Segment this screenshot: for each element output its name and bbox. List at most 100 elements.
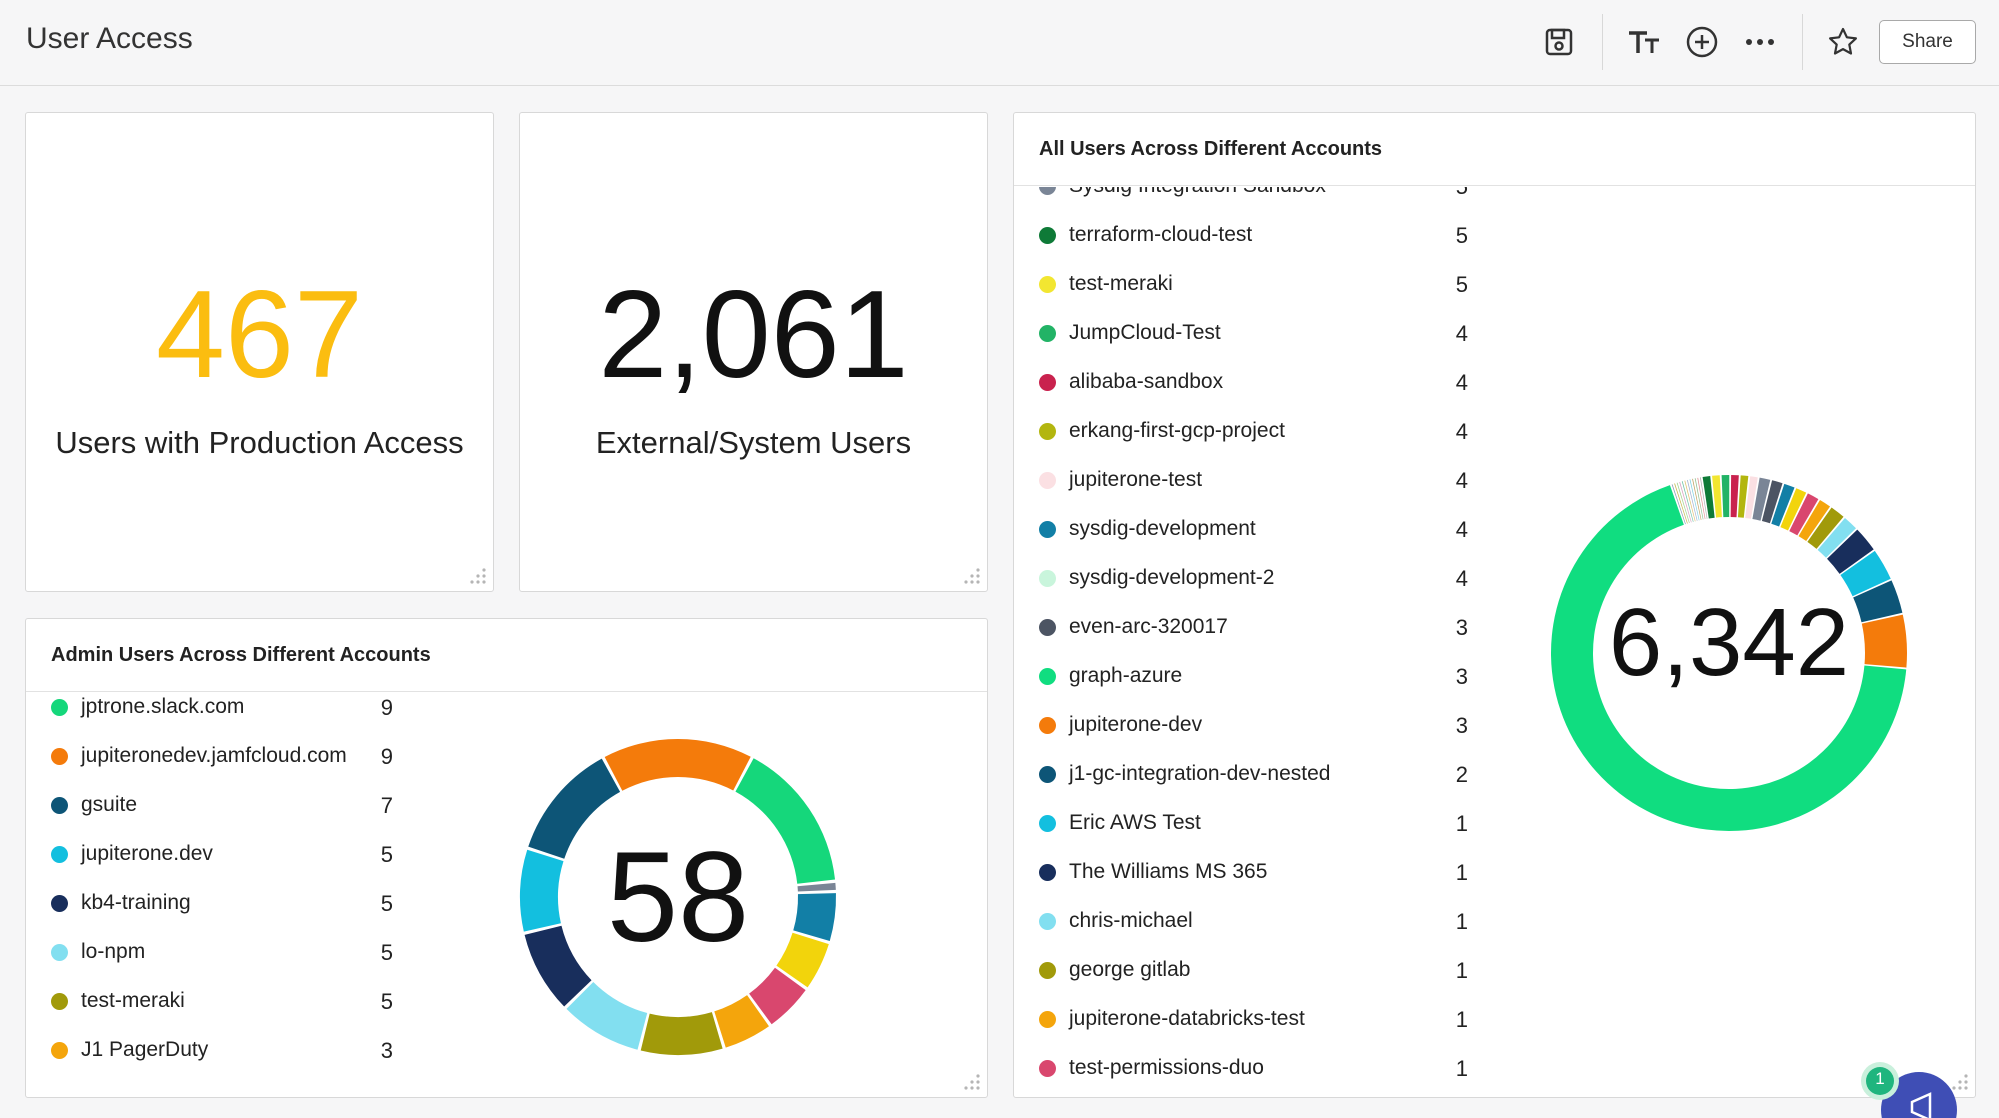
legend-item[interactable]: Sysdig Integration Sandbox 5 [1014,187,1474,202]
legend-value: 5 [380,989,393,1014]
donut-segment[interactable] [749,967,806,1025]
donut-segment[interactable] [1681,481,1694,522]
legend-item[interactable]: jupiterone-databricks-test 1 [1014,1005,1474,1035]
legend-item[interactable]: test-permissions-duo 1 [1014,1054,1474,1084]
donut-segment[interactable] [1853,580,1903,623]
donut-segment[interactable] [640,1012,723,1055]
donut-segment[interactable] [797,882,836,892]
external-users-label: External/System Users [595,425,912,460]
production-access-value: 467 [156,266,363,404]
admin-total: 58 [606,826,750,969]
admin-users-card: Admin Users Across Different Accounts jp… [25,618,988,1098]
donut-segment[interactable] [1702,475,1715,519]
donut-segment[interactable] [793,893,836,941]
text-size-icon[interactable] [1622,20,1666,64]
save-icon[interactable] [1537,20,1581,64]
donut-segment[interactable] [1684,480,1696,522]
legend-item[interactable]: erkang-first-gcp-project 4 [1014,417,1474,447]
donut-segment[interactable] [1745,476,1758,519]
legend-item[interactable]: chris-michael 1 [1014,907,1474,937]
donut-segment[interactable] [1671,484,1686,525]
donut-segment[interactable] [1737,475,1749,518]
donut-segment[interactable] [1694,478,1704,520]
donut-segment[interactable] [528,758,621,859]
all-legend[interactable]: Sysdig Integration Sandbox5 terraform-clo… [1014,187,1474,1097]
legend-name: sysdig-development-2 [1069,566,1275,589]
donut-segment[interactable] [566,982,648,1050]
legend-item[interactable]: jupiterone-test 4 [1014,466,1474,496]
donut-segment[interactable] [776,932,829,988]
legend-item[interactable]: jupiterone-dev 3 [1014,711,1474,741]
donut-segment[interactable] [1721,475,1730,518]
donut-segment[interactable] [1689,479,1700,521]
legend-item[interactable]: kb4-training 5 [26,889,446,919]
donut-segment[interactable] [714,995,769,1048]
donut-segment[interactable] [604,739,751,791]
legend-item[interactable]: gsuite 7 [26,791,446,821]
add-circle-icon[interactable] [1680,20,1724,64]
donut-segment[interactable] [1840,550,1891,597]
donut-segment[interactable] [1679,481,1692,523]
resize-handle-icon[interactable] [1951,1073,1969,1091]
donut-segment[interactable] [1697,477,1706,520]
legend-item[interactable]: terraform-cloud-test 5 [1014,221,1474,251]
donut-segment[interactable] [1861,614,1907,668]
share-button[interactable]: Share [1879,20,1976,64]
resize-handle-icon[interactable] [963,1073,981,1091]
donut-segment[interactable] [520,849,564,932]
donut-segment[interactable] [1771,483,1795,527]
legend-name: erkang-first-gcp-project [1069,419,1285,442]
legend-color-dot [1039,766,1056,783]
legend-item[interactable]: jupiteronedev.jamfcloud.com 9 [26,742,446,772]
legend-item[interactable]: jptrone.slack.com 9 [26,693,446,723]
legend-item[interactable]: test-meraki 5 [26,987,446,1017]
legend-item[interactable]: Eric AWS Test 1 [1014,809,1474,839]
donut-segment[interactable] [1674,483,1688,524]
donut-segment[interactable] [1730,475,1739,518]
star-icon[interactable] [1821,20,1865,64]
donut-segment[interactable] [1699,477,1708,519]
legend-value: 3 [1455,615,1468,640]
donut-segment[interactable] [1692,478,1702,520]
legend-item[interactable]: sysdig-development 4 [1014,515,1474,545]
legend-item[interactable]: sysdig-development-2 4 [1014,564,1474,594]
legend-color-dot [1039,864,1056,881]
legend-item[interactable]: The Williams MS 365 1 [1014,858,1474,888]
legend-item[interactable]: lo-npm 5 [26,938,446,968]
all-users-card: All Users Across Different Accounts Sysd… [1013,112,1976,1098]
legend-name: jupiterone-test [1069,468,1203,491]
legend-name: test-meraki [1069,272,1173,295]
donut-segment[interactable] [1712,475,1722,518]
donut-segment[interactable] [1798,500,1831,542]
more-icon[interactable] [1738,20,1782,64]
legend-value: 5 [380,842,393,867]
legend-item[interactable]: george gitlab 1 [1014,956,1474,986]
resize-handle-icon[interactable] [963,567,981,585]
donut-segment[interactable] [1761,480,1783,524]
legend-item[interactable]: even-arc-320017 3 [1014,613,1474,643]
legend-item[interactable]: alibaba-sandbox 4 [1014,368,1474,398]
donut-segment[interactable] [1676,482,1690,523]
admin-donut-chart [520,739,836,1055]
donut-segment[interactable] [735,758,836,884]
donut-segment[interactable] [1807,507,1844,549]
legend-item[interactable]: JumpCloud-Test 4 [1014,319,1474,349]
donut-segment[interactable] [1780,488,1807,531]
legend-item[interactable]: jupiterone.dev 5 [26,840,446,870]
donut-segment[interactable] [1752,477,1771,521]
notification-widget[interactable]: 1 [1860,1060,1960,1118]
donut-segment[interactable] [1789,493,1819,536]
legend-name: J1 PagerDuty [81,1038,209,1061]
legend-item[interactable]: J1 PagerDuty 3 [26,1036,446,1066]
legend-item[interactable]: graph-azure 3 [1014,662,1474,692]
donut-segment[interactable] [1827,529,1874,574]
legend-item[interactable]: test-meraki 5 [1014,270,1474,300]
resize-handle-icon[interactable] [469,567,487,585]
legend-name: JumpCloud-Test [1069,321,1221,344]
legend-value: 5 [1455,223,1468,248]
megaphone-icon[interactable] [1860,1060,1960,1118]
legend-item[interactable]: j1-gc-integration-dev-nested 2 [1014,760,1474,790]
donut-segment[interactable] [1686,479,1698,521]
donut-segment[interactable] [524,925,592,1007]
donut-segment[interactable] [1817,517,1856,558]
